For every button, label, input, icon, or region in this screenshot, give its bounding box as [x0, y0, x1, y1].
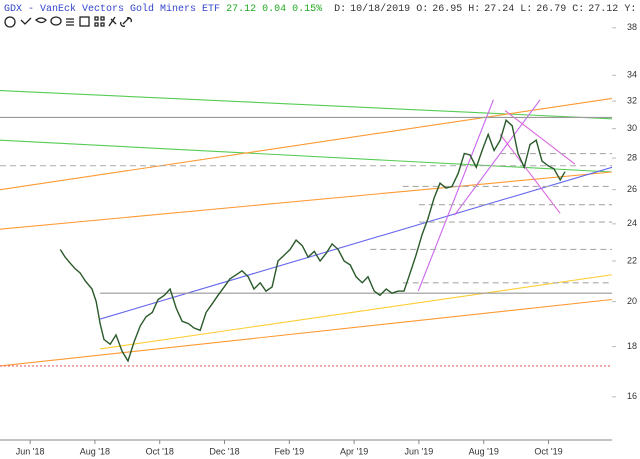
settings-icon[interactable] — [4, 16, 16, 28]
y-tick-label: 34 — [627, 70, 637, 80]
y-tick-label: 32 — [627, 95, 637, 105]
x-tick-label: Apr '19 — [340, 446, 368, 456]
quote-label: O: — [416, 4, 428, 15]
quote-value: 26.79 — [536, 4, 566, 15]
draw-icon[interactable] — [108, 16, 117, 27]
trendline — [504, 110, 576, 165]
toolbar — [4, 16, 132, 28]
x-tick-label: Jun '18 — [16, 446, 45, 456]
trendline — [0, 139, 613, 173]
trendline — [417, 99, 494, 292]
header: GDX - VanEck Vectors Gold Miners ETF 27.… — [4, 3, 640, 15]
change-pct: 0.15% — [292, 4, 322, 15]
quote-value: 27.24 — [484, 4, 514, 15]
trendline — [0, 90, 613, 120]
x-tick-label: Oct '19 — [534, 446, 562, 456]
share-icon[interactable] — [20, 17, 32, 25]
trendline — [454, 99, 541, 216]
quote-label: Y: — [624, 4, 636, 15]
price-line — [59, 118, 566, 363]
quote-value: 10/18/2019 — [350, 3, 410, 15]
x-tick-label: Dec '18 — [209, 446, 239, 456]
comment-icon[interactable] — [50, 16, 62, 26]
x-tick-label: Aug '18 — [80, 446, 110, 456]
title: GDX - VanEck Vectors Gold Miners ETF — [4, 3, 220, 15]
trendline — [0, 97, 613, 191]
y-tick-label: 16 — [627, 391, 637, 401]
trendline — [499, 134, 561, 214]
y-tick-label: 22 — [627, 255, 637, 265]
list-icon[interactable] — [66, 18, 74, 26]
x-tick-label: Oct '18 — [146, 446, 174, 456]
last: 27.12 — [226, 4, 256, 15]
trendline — [99, 166, 613, 320]
y-tick-label: 38 — [627, 22, 637, 32]
quote-label: H: — [468, 4, 480, 15]
y-tick-label: 24 — [627, 218, 637, 228]
trendline — [0, 298, 613, 367]
x-tick-label: Aug '19 — [469, 446, 499, 456]
y-tick-label: 18 — [627, 341, 637, 351]
quote-value: 27.12 — [588, 4, 618, 15]
quote-value: 26.95 — [432, 4, 462, 15]
y-tick-label: 30 — [627, 123, 637, 133]
y-tick-label: 20 — [627, 296, 637, 306]
change: 0.04 — [262, 4, 286, 15]
twitter-icon[interactable] — [34, 17, 47, 24]
quote-label: D: — [334, 4, 346, 15]
x-tick-label: Feb '19 — [274, 446, 304, 456]
quote-label: C: — [572, 4, 584, 15]
y-tick-label: 28 — [627, 152, 637, 162]
quote: D: 10/18/2019 O: 26.95 H: 27.24 L: 26.79 C: 27.12… — [334, 3, 640, 15]
quote-label: L: — [520, 4, 532, 15]
trendline — [100, 274, 613, 350]
grid-icon[interactable] — [94, 16, 105, 27]
chart-icon[interactable] — [79, 16, 90, 27]
link-icon[interactable] — [120, 17, 132, 27]
trendline — [0, 171, 613, 230]
x-tick-label: Jun '19 — [405, 446, 434, 456]
y-tick-label: 26 — [627, 184, 637, 194]
